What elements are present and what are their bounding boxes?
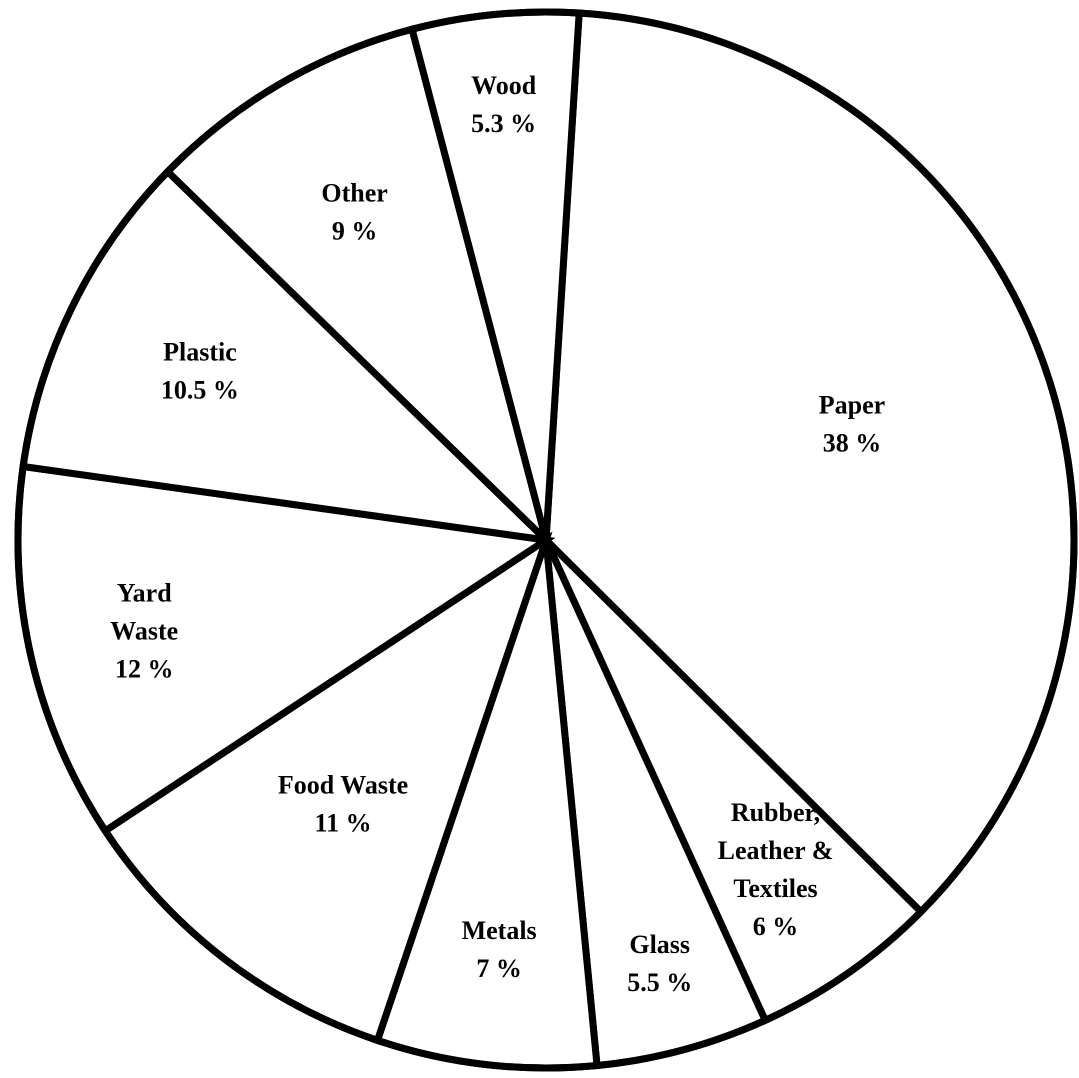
slice-label-line: Other [321,179,387,208]
slice-label-line: Textiles [733,874,817,903]
slice-label-rubber-leather-textiles: Rubber, Leather & Textiles 6 % [718,798,834,941]
slice-label-line: Metals [462,916,537,945]
labels-layer: Paper 38 % Rubber, Leather & Textiles 6 % Glas… [110,71,885,997]
slice-label-line: Rubber, [731,798,820,827]
slice-label-metals: Metals 7 % [462,916,537,983]
slice-label-food-waste: Food Waste 11 % [278,771,408,838]
slice-label-line: 12 % [115,655,174,684]
slice-label-line: 11 % [315,809,372,838]
slice-label-line: 6 % [753,912,799,941]
slice-label-wood: Wood 5.3 % [471,71,537,138]
slice-label-line: Wood [471,71,537,100]
slice-label-glass: Glass 5.5 % [627,930,692,997]
slice-label-line: 7 % [476,954,522,983]
slice-label-line: Glass [629,930,690,959]
slice-label-plastic: Plastic 10.5 % [161,337,239,404]
pie-outline [14,8,1078,1072]
slice-label-line: Yard [117,579,172,608]
slice-label-yard-waste: Yard Waste 12 % [110,579,178,684]
slice-label-line: Plastic [163,337,237,366]
slice-label-line: 9 % [332,217,378,246]
slice-label-line: Paper [819,391,885,420]
slice-label-line: 38 % [823,429,882,458]
slice-label-line: 5.5 % [627,968,692,997]
slice-label-line: 5.3 % [471,109,536,138]
slices-layer [14,8,1078,1072]
slice-label-line: Food Waste [278,771,408,800]
slice-label-other: Other 9 % [321,179,387,246]
slice-label-line: 10.5 % [161,375,239,404]
slice-label-line: Waste [110,617,178,646]
slice-label-paper: Paper 38 % [819,391,885,458]
slice-label-line: Leather & [718,836,834,865]
